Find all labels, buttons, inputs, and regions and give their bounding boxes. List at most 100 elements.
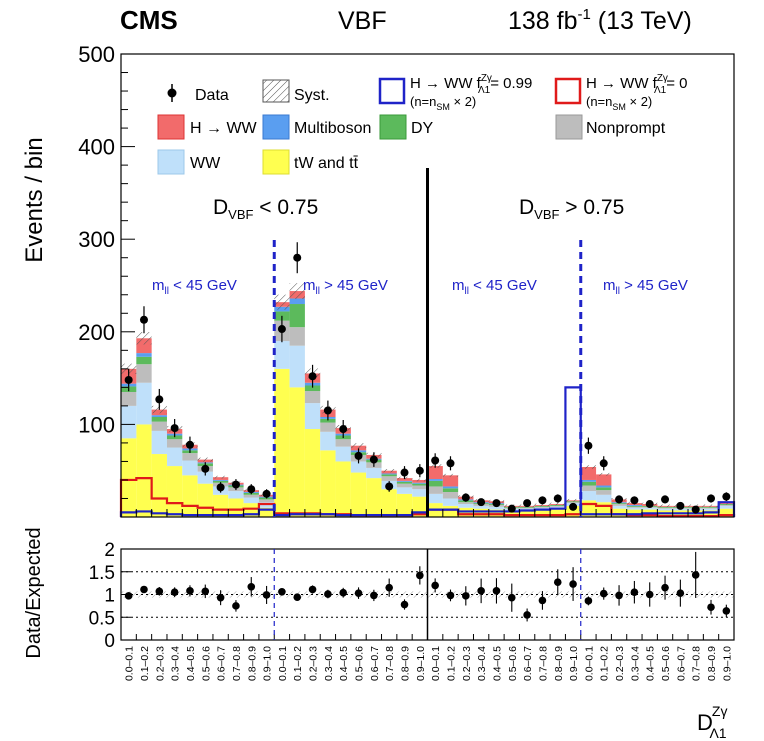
ytick-label-3: 400 — [78, 135, 115, 160]
data-point-15 — [354, 451, 363, 460]
bar-nonprompt-22 — [458, 502, 474, 505]
data-point-29 — [569, 502, 578, 511]
syst-19 — [412, 478, 428, 482]
x-axis-title: DZγ Λ1 — [697, 703, 727, 741]
ratio-ytick-label-3: 1.5 — [89, 563, 115, 584]
syst-6 — [212, 475, 229, 479]
svg-text:Multiboson: Multiboson — [294, 120, 371, 137]
ratio-point-32 — [615, 591, 623, 600]
bar-multiboson-19 — [412, 482, 428, 484]
svg-text:H → WW: H → WW — [190, 120, 258, 137]
ratio-point-17 — [385, 583, 393, 592]
bar-ww-20 — [427, 493, 443, 504]
ratio-point-2 — [155, 587, 164, 596]
data-point-28 — [553, 494, 562, 503]
bar-ww-32 — [611, 505, 627, 509]
svg-text:(n=nSM × 2): (n=nSM × 2) — [586, 94, 652, 112]
xtick-label-7: 0.7–0.8 — [231, 646, 243, 681]
ratio-point-13 — [324, 590, 332, 598]
lumi-label: 138 fb-1 (13 TeV) — [508, 6, 692, 35]
bar-top-25 — [504, 510, 520, 517]
data-point-21 — [446, 459, 455, 468]
xtick-label-12: 0.2–0.3 — [308, 646, 320, 681]
bar-nonprompt-1 — [136, 364, 152, 383]
data-point-17 — [385, 482, 394, 491]
legend-hww: H → WW — [157, 114, 258, 140]
legend-multiboson: Multiboson — [262, 114, 371, 140]
bar-top-29 — [565, 505, 581, 517]
svg-text:Nonprompt: Nonprompt — [586, 120, 666, 137]
ratio-point-37 — [691, 571, 700, 579]
ratio-ytick-label-2: 1 — [104, 586, 115, 607]
region-mll-low-1: mll < 45 GeV — [152, 277, 237, 297]
bar-nonprompt-2 — [151, 421, 167, 431]
ratio-point-24 — [492, 587, 501, 595]
ratio-plot: 00.511.520.0–0.1 0.1–0.2 0.2–0.3 0.3–0.4 0.4… — [89, 540, 735, 681]
syst-31 — [596, 472, 612, 476]
legend-bsm-0: H → WW fZγ Λ1= 0 (n=nSM × 2) — [554, 73, 687, 112]
ytick-label-2: 300 — [78, 227, 115, 252]
xtick-label-38: 0.8–0.9 — [706, 646, 718, 681]
svg-text:WW: WW — [190, 155, 221, 172]
bar-dy-11 — [289, 304, 305, 328]
bar-nonprompt-28 — [550, 505, 566, 507]
legend-nonprompt: Nonprompt — [555, 114, 666, 140]
bar-dy-13 — [320, 418, 336, 423]
xtick-label-29: 0.9–1.0 — [568, 646, 580, 681]
data-point-26 — [523, 499, 532, 508]
legend-data: Data — [167, 84, 229, 104]
bar-ww-7 — [228, 491, 244, 499]
data-point-13 — [323, 406, 332, 415]
syst-1 — [136, 332, 152, 345]
data-point-34 — [645, 500, 654, 509]
ratio-point-39 — [722, 607, 731, 615]
xtick-label-18: 0.8–0.9 — [400, 646, 412, 681]
bar-ww-0 — [121, 405, 137, 439]
bar-dy-32 — [611, 503, 627, 505]
bar-ww-3 — [166, 447, 183, 467]
xtick-label-22: 0.2–0.3 — [461, 646, 473, 681]
data-point-2 — [155, 395, 164, 404]
data-point-38 — [707, 494, 716, 503]
bar-top-26 — [519, 510, 535, 517]
ratio-point-36 — [676, 589, 685, 597]
ratio-point-27 — [538, 596, 547, 605]
xtick-label-11: 0.1–0.2 — [292, 646, 304, 681]
bar-ww-34 — [642, 507, 658, 510]
legend-ww: WW — [157, 149, 221, 175]
ratio-point-21 — [446, 591, 455, 600]
bar-nonprompt-38 — [703, 507, 719, 509]
ratio-point-7 — [232, 602, 240, 610]
bar-ww-30 — [580, 491, 597, 501]
xtick-label-25: 0.5–0.6 — [507, 646, 519, 681]
bar-nonprompt-4 — [182, 453, 198, 461]
bar-nonprompt-31 — [596, 490, 612, 495]
data-point-1 — [139, 315, 148, 324]
bar-multiboson-2 — [151, 415, 167, 417]
ytick-label-1: 200 — [78, 320, 115, 345]
bar-dy-19 — [412, 483, 428, 486]
bar-top-9 — [258, 507, 275, 517]
bar-top-4 — [182, 475, 198, 517]
region-mll-high-2: mll > 45 GeV — [603, 277, 688, 297]
main-plot: 100 200 300 400 500 — [78, 42, 736, 518]
region-mll-high-1: mll > 45 GeV — [303, 277, 388, 297]
svg-text:DY: DY — [411, 120, 434, 137]
ratio-point-16 — [370, 591, 378, 600]
bar-nonprompt-35 — [657, 507, 673, 509]
bar-nonprompt-14 — [335, 439, 351, 447]
xtick-label-21: 0.1–0.2 — [445, 646, 457, 681]
xtick-label-0: 0.0–0.1 — [124, 646, 136, 681]
syst-35 — [657, 504, 673, 508]
bar-multiboson-20 — [427, 479, 443, 481]
bar-nonprompt-0 — [121, 391, 137, 406]
syst-38 — [703, 504, 719, 508]
bar-ww-38 — [703, 508, 719, 511]
xtick-label-28: 0.8–0.9 — [553, 646, 565, 681]
xtick-label-2: 0.2–0.3 — [154, 646, 166, 681]
bar-dy-6 — [212, 480, 229, 483]
ytick-label-0: 100 — [78, 412, 115, 437]
